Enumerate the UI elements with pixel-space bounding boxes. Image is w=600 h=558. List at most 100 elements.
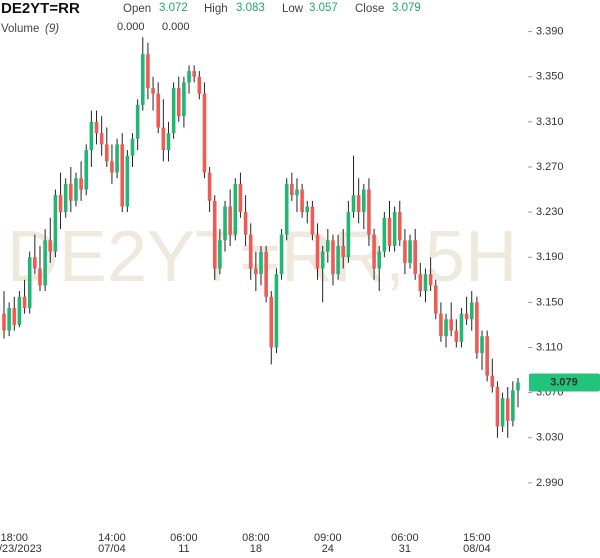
- y-tick-label: 3.390: [536, 25, 564, 37]
- candle-body: [33, 257, 37, 269]
- x-tick-date: 11: [178, 543, 189, 555]
- candle-body: [212, 200, 217, 269]
- candle-body: [449, 319, 453, 331]
- candle-body: [166, 133, 171, 151]
- candle-body: [351, 195, 356, 213]
- candle-body: [22, 296, 27, 308]
- candle-body: [27, 257, 32, 308]
- candle-body: [115, 144, 119, 173]
- candle-body: [48, 240, 53, 252]
- candle-body: [218, 240, 222, 269]
- candle-body: [228, 206, 232, 235]
- candle-body: [243, 212, 248, 235]
- candle-body: [7, 308, 11, 331]
- legend-value: 3.057: [309, 2, 338, 14]
- candle-body: [397, 212, 402, 241]
- x-tick-label: 15:00: [463, 532, 491, 544]
- candle-body: [192, 71, 196, 77]
- y-tick-label: 3.150: [536, 296, 564, 308]
- candle-body: [403, 240, 407, 263]
- candle-body: [176, 88, 181, 117]
- candle-body: [238, 183, 243, 213]
- candle-body: [346, 212, 351, 258]
- x-tick-date: 07/04: [98, 543, 126, 555]
- candle-body: [171, 88, 176, 134]
- candle-body: [69, 183, 73, 201]
- x-tick-label: 08:00: [242, 532, 270, 544]
- candle-body: [300, 189, 304, 213]
- legend-value: 3.079: [392, 2, 421, 14]
- legend-label: High: [204, 3, 228, 15]
- candle-body: [12, 308, 17, 325]
- candle-body: [279, 234, 284, 275]
- candle-body: [38, 268, 42, 286]
- volume-value: 0.000: [162, 21, 190, 33]
- x-tick-date: 08/04: [463, 543, 491, 555]
- candle-body: [135, 104, 140, 139]
- candle-body: [233, 183, 238, 235]
- candle-body: [464, 313, 469, 320]
- y-tick-label: 3.350: [536, 71, 564, 83]
- y-tick-label: 3.310: [536, 116, 564, 128]
- candle-body: [110, 161, 114, 173]
- candle-body: [58, 195, 63, 213]
- candle-body: [336, 245, 340, 275]
- candle-body: [53, 195, 58, 252]
- legend-label: Open: [123, 3, 151, 15]
- x-tick-date: 31: [399, 543, 411, 555]
- candle-body: [516, 382, 520, 391]
- candle-body: [392, 212, 397, 246]
- candle-body: [120, 144, 125, 207]
- candle-body: [500, 398, 505, 427]
- candle-body: [418, 274, 423, 292]
- candle-body: [305, 206, 310, 213]
- candle-body: [310, 206, 315, 235]
- y-tick-label: 3.190: [536, 251, 564, 263]
- x-tick-label: 06:00: [391, 532, 419, 544]
- plot-area: [2, 37, 520, 438]
- candle-body: [156, 93, 160, 128]
- x-tick-date: 18: [250, 543, 262, 555]
- x-tick-label: 18:00: [1, 532, 29, 544]
- candle-body: [290, 183, 294, 196]
- y-tick-label: 3.110: [536, 341, 563, 353]
- candle-body: [315, 234, 320, 269]
- candle-body: [480, 336, 484, 354]
- candle-body: [326, 240, 330, 252]
- volume-value: 0.000: [117, 21, 145, 33]
- legend-label: Low: [282, 3, 304, 15]
- candle-body: [89, 121, 94, 151]
- candle-body: [274, 274, 279, 348]
- candle-body: [182, 82, 186, 117]
- candle-body: [248, 234, 253, 269]
- candle-body: [259, 251, 263, 275]
- candle-body: [423, 274, 428, 292]
- candle-body: [125, 155, 130, 207]
- symbol: DE2YT=RR: [1, 0, 80, 17]
- legend-value: 3.083: [236, 2, 265, 14]
- candle-body: [367, 189, 371, 235]
- candle-body: [2, 313, 6, 331]
- x-tick-label: 06:00: [170, 532, 198, 544]
- candle-body: [469, 302, 474, 320]
- candle-body: [105, 144, 109, 162]
- candle-body: [284, 183, 289, 235]
- candle-body: [63, 183, 68, 213]
- candle-body: [413, 240, 417, 275]
- candle-body: [74, 178, 78, 201]
- candle-body: [269, 296, 274, 348]
- y-tick-label: 2.990: [536, 477, 564, 489]
- candle-body: [187, 71, 191, 83]
- candle-body: [17, 296, 22, 325]
- candle-body: [140, 54, 145, 105]
- candle-body: [207, 172, 212, 201]
- volume-period: (9): [45, 23, 59, 35]
- candle-body: [485, 336, 489, 376]
- candle-body: [459, 313, 464, 342]
- candle-body: [475, 302, 479, 354]
- x-tick-label: 09:00: [314, 532, 342, 544]
- candle-body: [377, 251, 382, 269]
- candle-body: [197, 76, 202, 94]
- legend-value: 3.072: [159, 2, 188, 14]
